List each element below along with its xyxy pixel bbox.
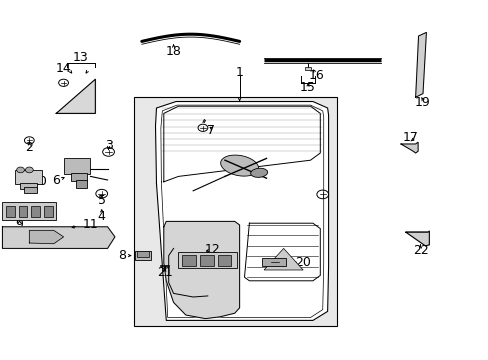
Circle shape (25, 167, 33, 173)
Bar (20, 183, 37, 189)
Text: 1: 1 (235, 66, 243, 78)
Bar (135, 251, 150, 260)
Polygon shape (400, 142, 417, 153)
Bar (261, 258, 285, 266)
Text: 3: 3 (104, 139, 112, 152)
Text: 13: 13 (73, 51, 88, 64)
Text: 2: 2 (25, 141, 33, 154)
Bar (134, 97, 337, 326)
Text: 15: 15 (300, 81, 315, 94)
Text: 17: 17 (402, 131, 418, 144)
Bar (71, 173, 86, 181)
Bar (305, 67, 310, 70)
Polygon shape (29, 230, 63, 244)
Text: 7: 7 (207, 124, 215, 137)
Text: 8: 8 (118, 249, 125, 262)
Text: 20: 20 (295, 256, 310, 269)
Polygon shape (415, 32, 426, 97)
Ellipse shape (250, 168, 267, 177)
Ellipse shape (220, 155, 258, 176)
Circle shape (17, 167, 24, 173)
Polygon shape (2, 227, 115, 248)
Text: 6: 6 (52, 174, 60, 187)
Polygon shape (56, 79, 95, 113)
Bar (137, 251, 149, 257)
Bar (6, 206, 15, 217)
Text: 11: 11 (82, 218, 98, 231)
Bar (15, 170, 41, 184)
Text: 9: 9 (16, 218, 23, 231)
Polygon shape (155, 102, 328, 320)
Polygon shape (264, 248, 303, 270)
Bar (19, 206, 27, 217)
Bar (200, 255, 213, 266)
Bar (178, 252, 237, 268)
Text: 4: 4 (98, 210, 105, 222)
Text: 5: 5 (98, 194, 105, 207)
Bar (2, 202, 56, 220)
Text: 14: 14 (56, 62, 71, 75)
Bar (31, 206, 40, 217)
Bar (63, 158, 90, 174)
Text: 12: 12 (204, 243, 220, 256)
Polygon shape (405, 231, 428, 246)
Text: 18: 18 (165, 45, 181, 58)
Polygon shape (163, 221, 239, 319)
Text: 21: 21 (157, 266, 172, 279)
Text: 16: 16 (308, 69, 324, 82)
Polygon shape (244, 223, 320, 281)
Bar (76, 180, 86, 188)
Text: 10: 10 (32, 175, 48, 188)
Bar (182, 255, 196, 266)
Bar (217, 255, 231, 266)
Text: 19: 19 (414, 96, 430, 109)
Bar (44, 206, 53, 217)
Bar (24, 187, 37, 193)
Text: 22: 22 (412, 244, 427, 257)
